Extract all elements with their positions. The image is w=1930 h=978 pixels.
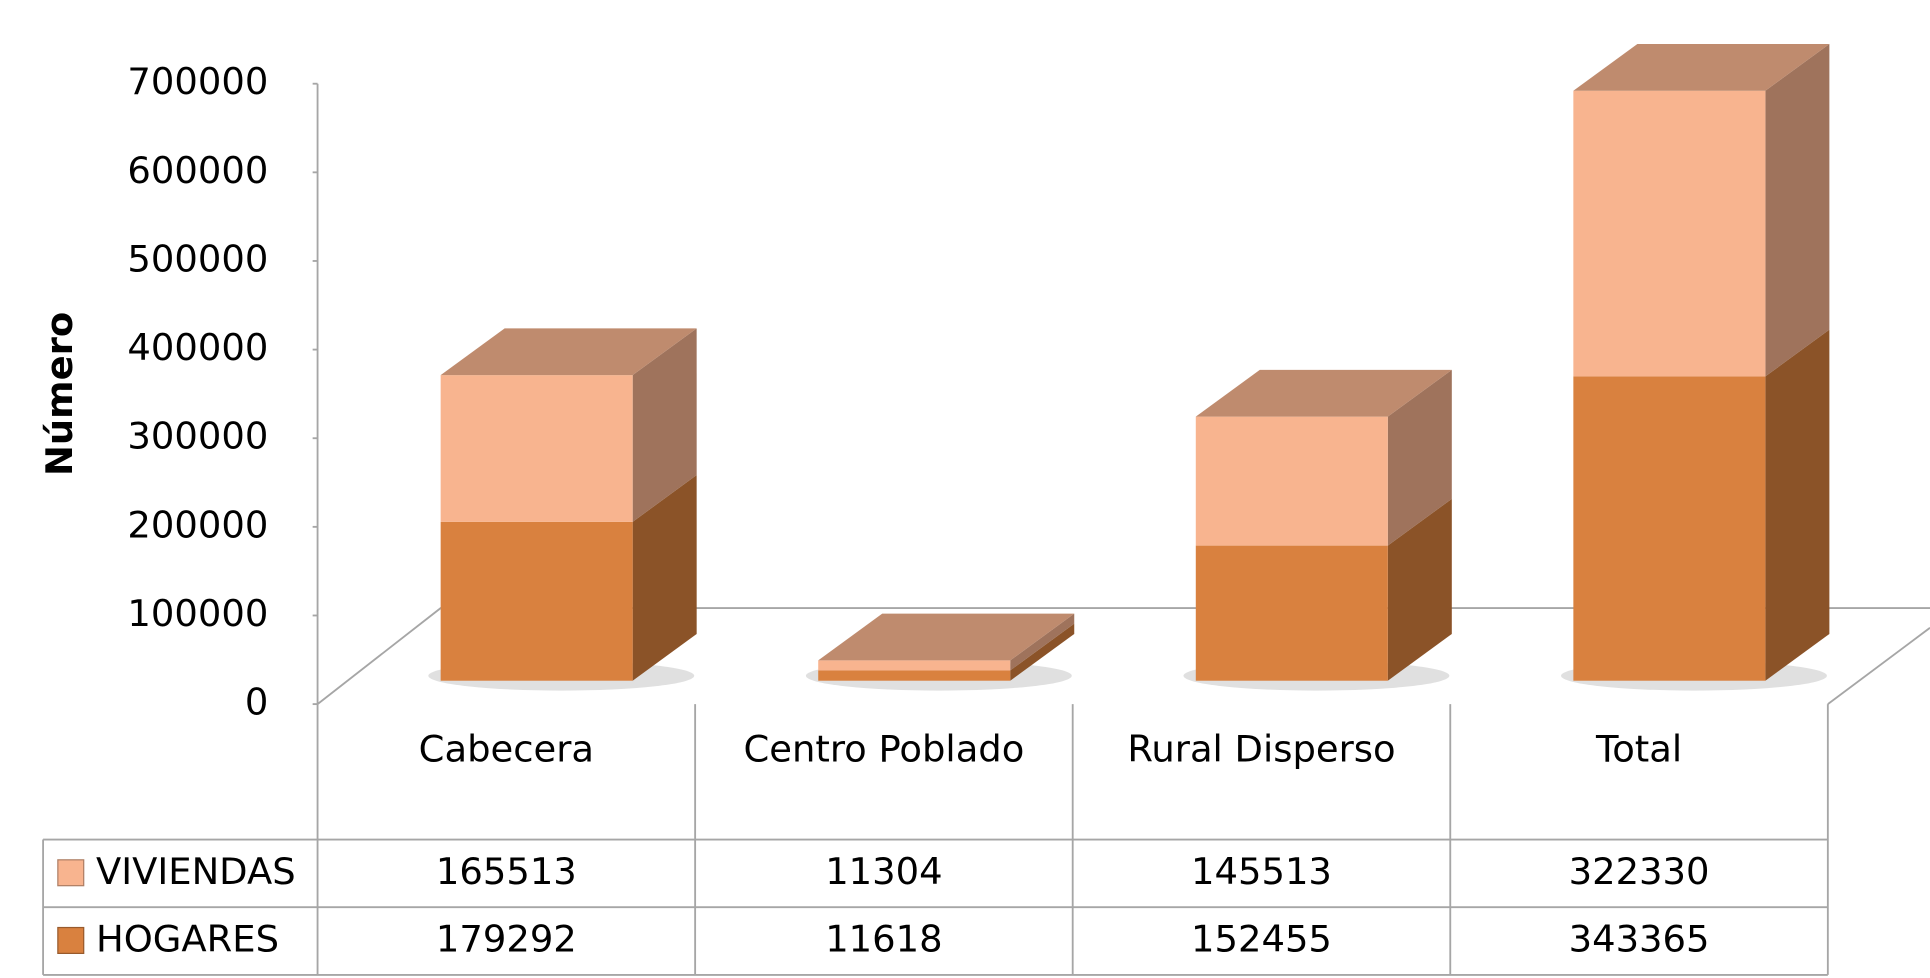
category-label: Centro Poblado <box>744 727 1025 770</box>
table-value: 322330 <box>1569 850 1710 893</box>
bar-front <box>1573 376 1766 681</box>
bar-front <box>818 660 1011 671</box>
table-value: 152455 <box>1191 918 1332 961</box>
bar-front <box>1573 90 1766 377</box>
category-label: Cabecera <box>419 727 594 770</box>
bar-segment <box>818 623 1075 681</box>
table-value: 145513 <box>1191 850 1332 893</box>
bar-top <box>1573 43 1830 91</box>
table-value: 343365 <box>1569 918 1710 961</box>
bar-segment <box>818 613 1075 671</box>
bar-segment <box>1573 43 1830 377</box>
bar-top <box>1195 369 1452 417</box>
bar-segment <box>1195 498 1452 681</box>
y-tick-label: 200000 <box>127 503 268 546</box>
y-tick-label: 0 <box>245 681 268 724</box>
legend-label: HOGARES <box>96 918 279 961</box>
bar-front <box>1195 416 1388 546</box>
bar-top <box>440 328 697 376</box>
bar-side <box>632 475 697 681</box>
table-value: 11618 <box>825 918 942 961</box>
legend-marker <box>57 926 85 954</box>
bar-top <box>818 613 1075 661</box>
bar-side <box>1387 498 1452 681</box>
category-label: Rural Disperso <box>1127 727 1395 770</box>
legend-marker <box>57 859 85 887</box>
table-value: 179292 <box>436 918 577 961</box>
bar-front <box>440 521 633 681</box>
bar-side <box>1010 613 1075 671</box>
y-tick-label: 500000 <box>127 237 268 280</box>
bar-front <box>440 375 633 522</box>
bar-side <box>1010 623 1075 681</box>
bar-side <box>1387 369 1452 546</box>
bar-segment <box>1573 329 1830 681</box>
bar-side <box>632 328 697 522</box>
bar-side <box>1765 43 1830 377</box>
legend-label: VIVIENDAS <box>96 850 296 893</box>
y-tick-label: 300000 <box>127 415 268 458</box>
table-value: 11304 <box>825 850 942 893</box>
bar-segment <box>440 328 697 522</box>
y-tick-label: 400000 <box>127 326 268 369</box>
bar-side <box>1765 329 1830 681</box>
bar-front <box>818 670 1011 681</box>
bar-segment <box>440 475 697 681</box>
bar-front <box>1195 545 1388 681</box>
table-value: 165513 <box>436 850 577 893</box>
table-grid <box>42 704 1829 976</box>
y-tick-label: 600000 <box>127 149 268 192</box>
y-tick-label: 100000 <box>127 592 268 635</box>
y-axis-label: Número <box>38 312 81 476</box>
y-tick-label: 700000 <box>127 60 268 103</box>
category-label: Total <box>1595 727 1682 770</box>
bar-segment <box>1195 369 1452 546</box>
